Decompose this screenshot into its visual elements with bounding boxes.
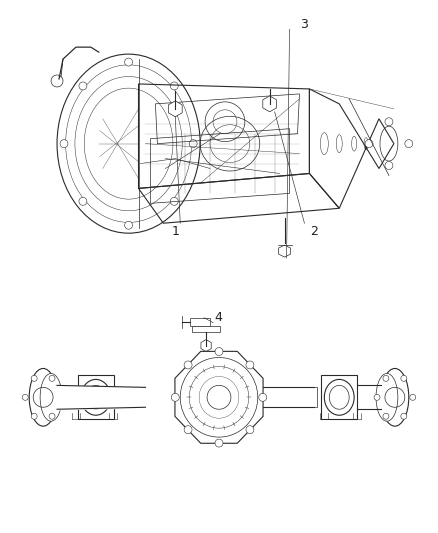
- Ellipse shape: [376, 374, 398, 421]
- Circle shape: [79, 197, 87, 205]
- Polygon shape: [300, 387, 318, 407]
- Circle shape: [246, 426, 254, 434]
- Circle shape: [31, 413, 37, 419]
- Circle shape: [31, 375, 37, 381]
- Polygon shape: [168, 101, 182, 117]
- Circle shape: [410, 394, 416, 400]
- Circle shape: [124, 221, 133, 229]
- Circle shape: [189, 140, 197, 148]
- Circle shape: [401, 413, 407, 419]
- Circle shape: [365, 140, 373, 148]
- Circle shape: [385, 161, 393, 169]
- Ellipse shape: [81, 379, 111, 415]
- Circle shape: [259, 393, 267, 401]
- Text: 2: 2: [311, 225, 318, 238]
- Text: 4: 4: [214, 311, 222, 324]
- Circle shape: [124, 58, 133, 66]
- Text: 3: 3: [300, 18, 308, 31]
- Circle shape: [405, 140, 413, 148]
- Circle shape: [49, 375, 55, 381]
- Polygon shape: [192, 326, 220, 332]
- Polygon shape: [279, 245, 290, 257]
- Circle shape: [385, 118, 393, 126]
- Circle shape: [184, 361, 192, 369]
- Circle shape: [60, 140, 68, 148]
- Ellipse shape: [29, 368, 57, 426]
- Circle shape: [22, 394, 28, 400]
- Polygon shape: [263, 96, 276, 112]
- Polygon shape: [201, 340, 211, 352]
- Circle shape: [184, 426, 192, 434]
- Circle shape: [170, 82, 178, 90]
- Circle shape: [374, 394, 380, 400]
- Circle shape: [383, 413, 389, 419]
- Circle shape: [215, 348, 223, 356]
- Circle shape: [383, 375, 389, 381]
- Polygon shape: [190, 318, 210, 326]
- Ellipse shape: [40, 374, 62, 421]
- Polygon shape: [78, 375, 114, 419]
- Text: 1: 1: [171, 225, 179, 238]
- Circle shape: [401, 375, 407, 381]
- Ellipse shape: [381, 368, 409, 426]
- Polygon shape: [175, 351, 263, 443]
- Circle shape: [49, 413, 55, 419]
- Circle shape: [79, 82, 87, 90]
- Circle shape: [246, 361, 254, 369]
- Polygon shape: [321, 375, 357, 419]
- Circle shape: [215, 439, 223, 447]
- Circle shape: [170, 197, 178, 205]
- Ellipse shape: [324, 379, 354, 415]
- Circle shape: [171, 393, 179, 401]
- Circle shape: [58, 394, 64, 400]
- Circle shape: [207, 385, 231, 409]
